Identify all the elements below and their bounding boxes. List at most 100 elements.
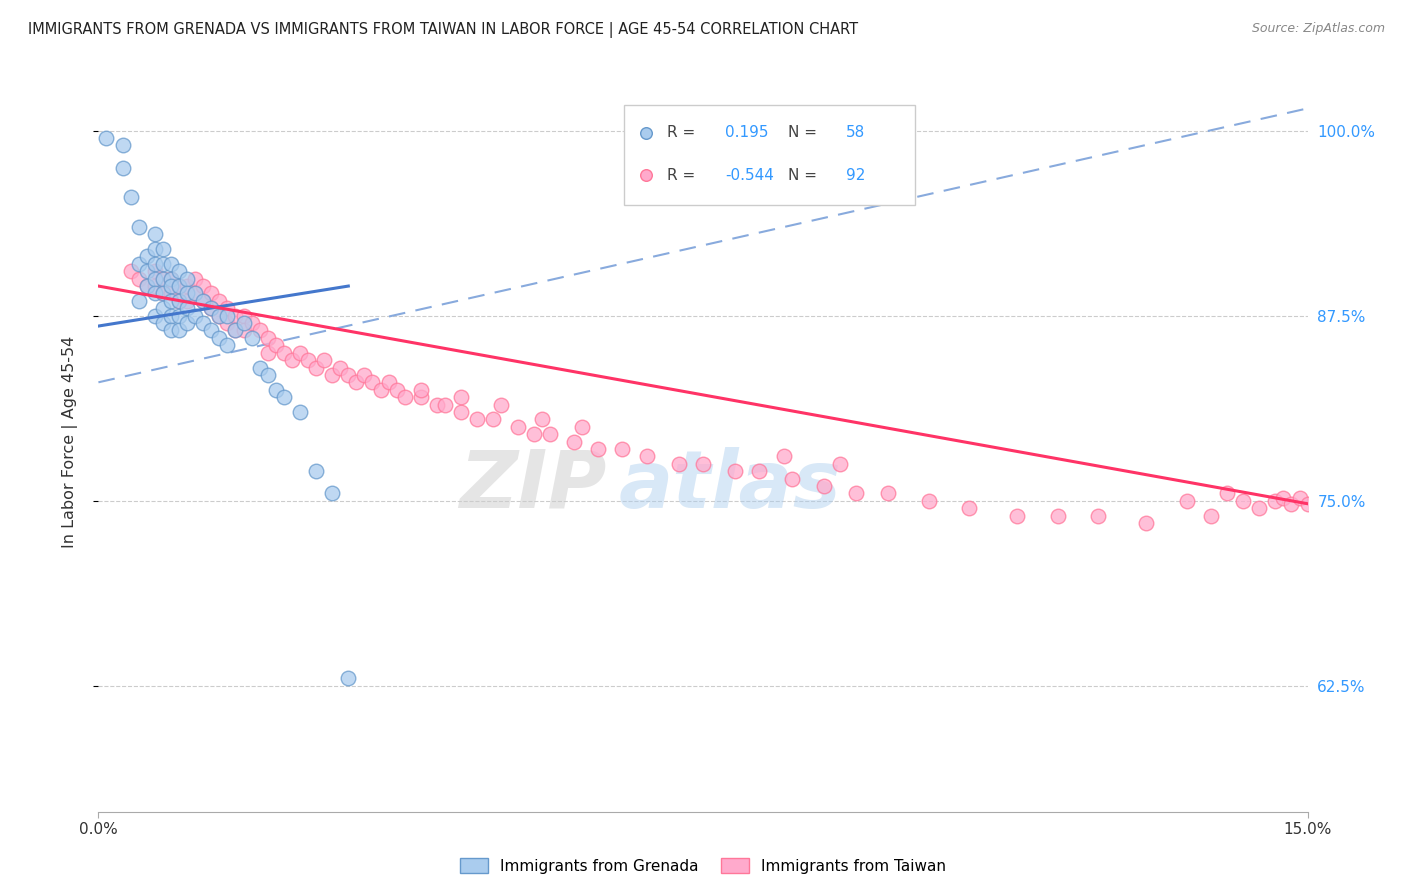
- Point: [135, 264, 157, 278]
- Point: [877, 486, 900, 500]
- Point: [240, 316, 263, 330]
- Point: [1175, 493, 1198, 508]
- Point: [305, 464, 328, 478]
- Point: [152, 286, 174, 301]
- Point: [523, 427, 546, 442]
- Bar: [624, 104, 915, 204]
- Point: [692, 457, 714, 471]
- Point: [128, 219, 150, 234]
- Point: [361, 376, 384, 390]
- Point: [160, 293, 183, 308]
- Point: [409, 383, 432, 397]
- Point: [586, 442, 609, 456]
- Point: [111, 161, 134, 175]
- Point: [152, 286, 174, 301]
- Point: [152, 271, 174, 285]
- Point: [135, 279, 157, 293]
- Text: -0.544: -0.544: [724, 168, 773, 183]
- Text: ZIP: ZIP: [458, 447, 606, 525]
- Point: [193, 316, 215, 330]
- Text: 92: 92: [845, 168, 865, 183]
- Point: [217, 301, 239, 316]
- Point: [217, 338, 239, 352]
- Point: [828, 457, 851, 471]
- Point: [385, 383, 408, 397]
- Point: [562, 434, 585, 449]
- Point: [208, 293, 231, 308]
- Point: [176, 293, 198, 308]
- Point: [128, 257, 150, 271]
- Point: [1087, 508, 1109, 523]
- Point: [256, 331, 278, 345]
- Point: [450, 390, 472, 404]
- Point: [1199, 508, 1222, 523]
- Point: [426, 398, 449, 412]
- Point: [208, 309, 231, 323]
- Point: [167, 279, 190, 293]
- Point: [193, 293, 215, 308]
- Text: atlas: atlas: [619, 447, 841, 525]
- Point: [377, 376, 399, 390]
- Point: [184, 286, 207, 301]
- Point: [143, 271, 166, 285]
- Point: [160, 309, 183, 323]
- Point: [264, 383, 287, 397]
- Point: [571, 419, 593, 434]
- Point: [256, 368, 278, 382]
- Point: [176, 301, 198, 316]
- Text: N =: N =: [787, 168, 821, 183]
- Point: [152, 242, 174, 256]
- Point: [1281, 497, 1303, 511]
- Point: [184, 286, 207, 301]
- Point: [957, 501, 980, 516]
- Point: [482, 412, 505, 426]
- Point: [176, 279, 198, 293]
- Point: [1249, 501, 1271, 516]
- Point: [184, 309, 207, 323]
- Point: [249, 324, 271, 338]
- Point: [321, 486, 343, 500]
- Point: [1232, 493, 1254, 508]
- Point: [813, 479, 835, 493]
- Point: [434, 398, 457, 412]
- Point: [450, 405, 472, 419]
- Point: [143, 309, 166, 323]
- Point: [143, 242, 166, 256]
- Point: [329, 360, 352, 375]
- Point: [249, 360, 271, 375]
- Point: [120, 190, 142, 204]
- Point: [1135, 516, 1157, 530]
- Point: [167, 293, 190, 308]
- Point: [160, 324, 183, 338]
- Point: [152, 301, 174, 316]
- Point: [224, 324, 246, 338]
- Point: [297, 353, 319, 368]
- Point: [337, 672, 360, 686]
- Point: [1007, 508, 1029, 523]
- Point: [167, 324, 190, 338]
- Point: [465, 412, 488, 426]
- Text: 0.195: 0.195: [724, 125, 768, 140]
- Point: [200, 301, 222, 316]
- Point: [193, 293, 215, 308]
- Point: [232, 316, 254, 330]
- Point: [918, 493, 941, 508]
- Text: N =: N =: [787, 125, 821, 140]
- Point: [305, 360, 328, 375]
- Point: [232, 309, 254, 323]
- Point: [1272, 491, 1295, 505]
- Text: R =: R =: [666, 125, 700, 140]
- Point: [167, 309, 190, 323]
- Point: [636, 450, 658, 464]
- Point: [288, 405, 311, 419]
- Text: IMMIGRANTS FROM GRENADA VS IMMIGRANTS FROM TAIWAN IN LABOR FORCE | AGE 45-54 COR: IMMIGRANTS FROM GRENADA VS IMMIGRANTS FR…: [28, 22, 858, 38]
- Point: [160, 279, 183, 293]
- Point: [143, 227, 166, 242]
- Point: [143, 279, 166, 293]
- Point: [772, 450, 794, 464]
- Point: [845, 486, 868, 500]
- Legend: Immigrants from Grenada, Immigrants from Taiwan: Immigrants from Grenada, Immigrants from…: [454, 852, 952, 880]
- Point: [668, 457, 690, 471]
- Point: [128, 293, 150, 308]
- Point: [748, 464, 770, 478]
